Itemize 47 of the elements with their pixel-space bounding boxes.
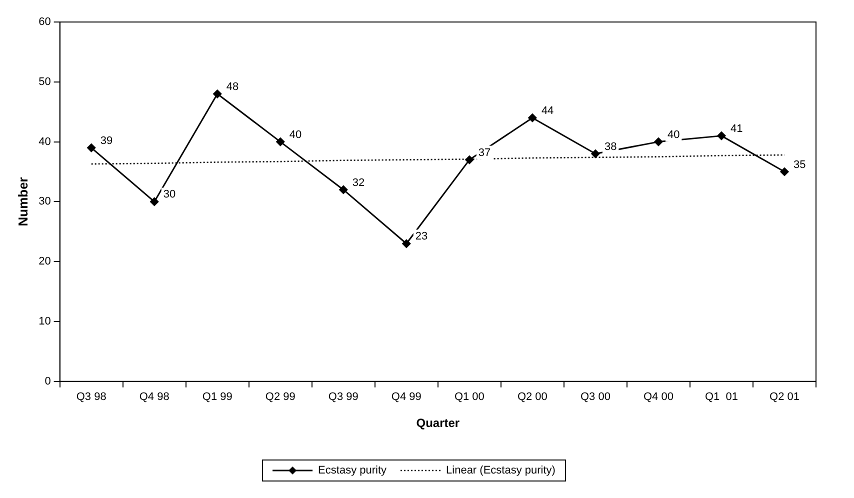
x-tick-label: Q4 00 xyxy=(643,391,674,404)
point xyxy=(150,197,159,206)
y-tick-label: 0 xyxy=(44,375,51,388)
legend-label: Ecstasy purity xyxy=(318,464,388,477)
x-tick-label: Q4 98 xyxy=(139,391,170,404)
data-label: 40 xyxy=(667,128,680,141)
x-tick-label: Q1 01 xyxy=(704,391,738,404)
y-axis-title: Number xyxy=(15,177,30,226)
point xyxy=(717,132,726,140)
y-tick-label: 20 xyxy=(38,256,51,268)
y-tick-label: 30 xyxy=(38,196,51,208)
x-tick-label: Q3 98 xyxy=(76,391,106,404)
x-tick-label: Q3 99 xyxy=(328,391,358,404)
point xyxy=(402,239,411,248)
point xyxy=(780,168,789,176)
x-tick-label: Q2 99 xyxy=(265,391,296,404)
y-tick-label: 60 xyxy=(38,16,51,28)
y-tick-label: 40 xyxy=(38,136,51,148)
point xyxy=(528,114,537,122)
x-axis-title: Quarter xyxy=(416,416,460,430)
data-label: 40 xyxy=(289,128,302,141)
point xyxy=(87,144,96,152)
point xyxy=(339,185,348,194)
data-label: 35 xyxy=(793,158,806,171)
x-tick-label: Q3 00 xyxy=(580,391,610,404)
legend-label: Linear (Ecstasy purity) xyxy=(446,464,556,477)
x-tick-label: Q4 99 xyxy=(391,391,422,404)
data-label: 41 xyxy=(730,122,743,135)
data-label: 30 xyxy=(163,188,176,201)
data-label: 38 xyxy=(604,140,617,153)
data-label: 23 xyxy=(415,230,428,243)
data-label: 32 xyxy=(352,176,365,189)
point xyxy=(465,156,474,164)
y-tick-label: 10 xyxy=(38,316,51,328)
point xyxy=(276,138,285,146)
data-label: 39 xyxy=(100,134,113,147)
point xyxy=(654,138,663,146)
data-label: 37 xyxy=(478,146,491,159)
point xyxy=(591,150,600,158)
x-tick-label: Q2 01 xyxy=(770,391,800,404)
x-tick-label: Q1 00 xyxy=(454,391,484,404)
data-label: 44 xyxy=(541,104,554,117)
y-tick-label: 50 xyxy=(38,76,51,88)
point xyxy=(213,90,222,98)
data-label: 48 xyxy=(226,80,239,93)
x-tick-label: Q1 99 xyxy=(202,391,232,404)
x-tick-label: Q2 00 xyxy=(517,391,548,404)
